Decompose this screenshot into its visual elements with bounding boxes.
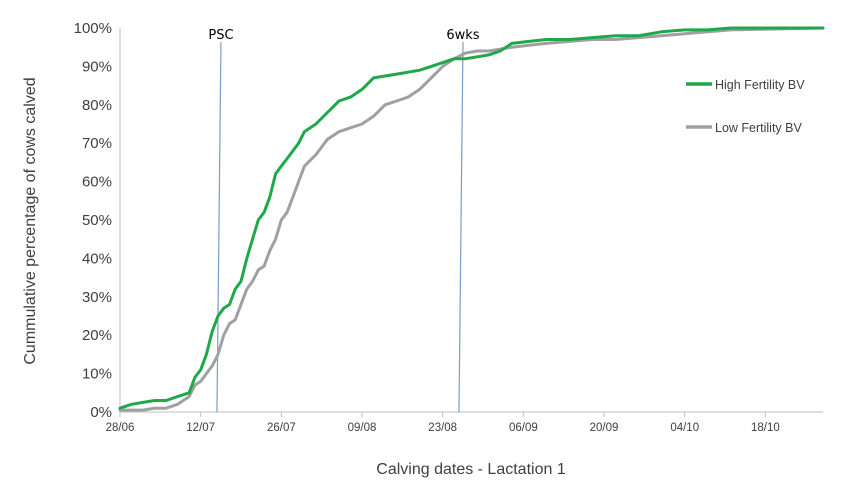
y-tick-label: 0%	[90, 404, 112, 421]
reference-label-psc: PSC	[208, 28, 233, 43]
legend-label-high-fertility: High Fertility BV	[715, 78, 805, 92]
y-tick-label: 10%	[82, 366, 112, 383]
legend: High Fertility BV Low Fertility BV	[686, 78, 805, 135]
y-tick-label: 20%	[82, 327, 112, 344]
y-tick-label: 90%	[82, 58, 112, 75]
y-tick-label: 100%	[74, 20, 112, 37]
series-line-high-fertility-bv	[118, 26, 825, 410]
x-tick-label: 28/06	[106, 422, 135, 434]
y-axis-title: Cummulative percentage of cows calved	[22, 77, 39, 364]
x-tick-label: 12/07	[186, 422, 215, 434]
y-tick-label: 80%	[82, 97, 112, 114]
y-tick-label: 60%	[82, 174, 112, 191]
x-tick-label: 18/10	[751, 422, 780, 434]
series-lines	[118, 26, 825, 412]
y-tick-label: 30%	[82, 289, 112, 306]
reference-line-6wks	[458, 41, 464, 413]
x-tick-label: 09/08	[348, 422, 377, 434]
x-tick-label: 23/08	[428, 422, 457, 434]
x-tick-label: 04/10	[670, 422, 699, 434]
x-tick-label: 06/09	[509, 422, 538, 434]
x-tick-label: 20/09	[590, 422, 619, 434]
legend-label-low-fertility: Low Fertility BV	[715, 121, 802, 135]
y-tick-label: 50%	[82, 212, 112, 229]
reference-label-6wks: 6wks	[446, 28, 479, 43]
x-tick-labels: 28/06 12/07 26/07 09/08 23/08 06/09 20/09 04/10…	[106, 412, 780, 434]
y-tick-labels: 0% 10% 20% 30% 40% 50% 60% 70% 80% 90% 100%	[74, 20, 112, 421]
y-tick-label: 70%	[82, 135, 112, 152]
series-line-low-fertility-bv	[118, 26, 825, 412]
x-axis-title: Calving dates - Lactation 1	[376, 461, 566, 478]
reference-lines: PSC 6wks	[208, 28, 480, 413]
reference-line-psc	[216, 41, 222, 413]
y-tick-label: 40%	[82, 250, 112, 267]
x-tick-label: 26/07	[267, 422, 296, 434]
